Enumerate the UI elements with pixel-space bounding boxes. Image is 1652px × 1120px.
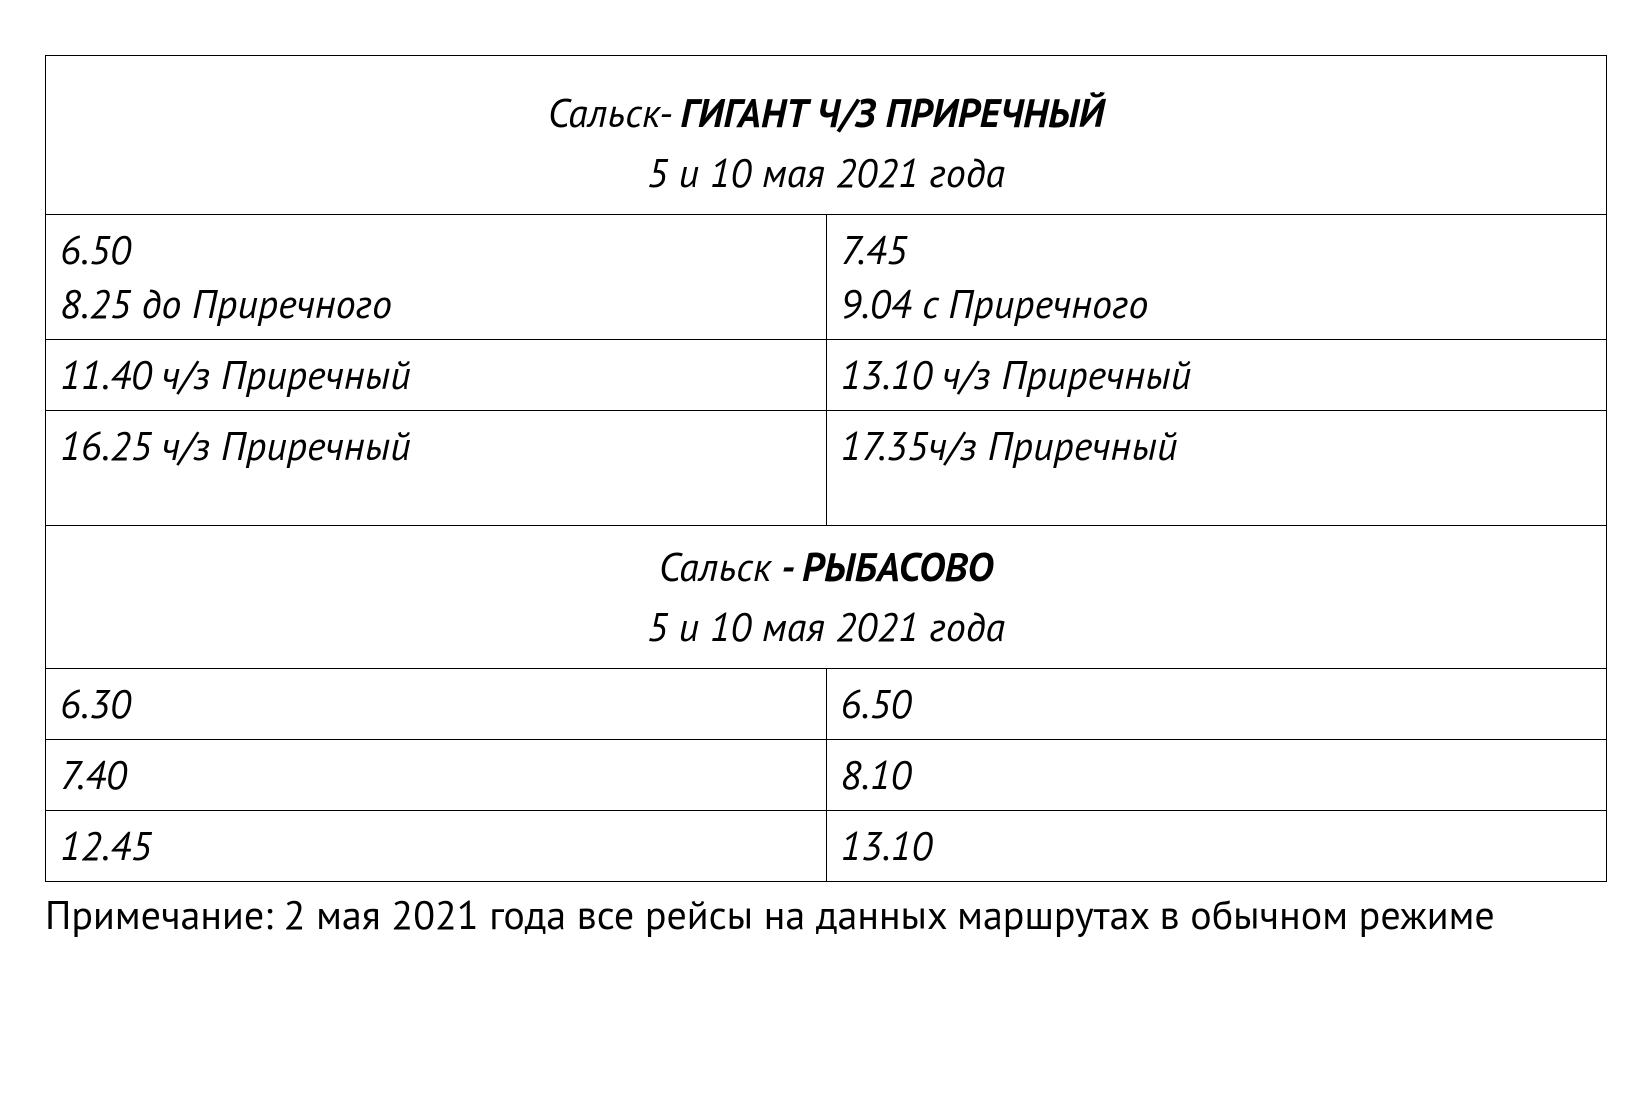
- cell-left: 7.40: [46, 740, 827, 811]
- route-prefix-1: Сальск-: [548, 87, 681, 139]
- section-header-2: Сальск - РЫБАСОВО 5 и 10 мая 2021 года: [46, 526, 1607, 669]
- table-row: 11.40 ч/з Приречный 13.10 ч/з Приречный: [46, 340, 1607, 411]
- route-name-1: ГИГАНТ Ч/З ПРИРЕЧНЫЙ: [680, 87, 1104, 139]
- cell-right: 6.50: [826, 669, 1607, 740]
- cell-left: 16.25 ч/з Приречный: [46, 411, 827, 526]
- table-row: 16.25 ч/з Приречный 17.35ч/з Приречный: [46, 411, 1607, 526]
- cell-right: 13.10: [826, 811, 1607, 882]
- cell-left: 6.50 8.25 до Приречного: [46, 215, 827, 340]
- table-row: 6.30 6.50: [46, 669, 1607, 740]
- footer-note: Примечание: 2 мая 2021 года все рейсы на…: [45, 882, 1607, 942]
- section-header-1: Сальск- ГИГАНТ Ч/З ПРИРЕЧНЫЙ 5 и 10 мая …: [46, 56, 1607, 215]
- cell-left: 6.30: [46, 669, 827, 740]
- table-row: 12.45 13.10: [46, 811, 1607, 882]
- cell-left: 12.45: [46, 811, 827, 882]
- table-row: 6.50 8.25 до Приречного 7.45 9.04 с Прир…: [46, 215, 1607, 340]
- cell-right: 13.10 ч/з Приречный: [826, 340, 1607, 411]
- cell-left: 11.40 ч/з Приречный: [46, 340, 827, 411]
- cell-right: 7.45 9.04 с Приречного: [826, 215, 1607, 340]
- cell-right: 17.35ч/з Приречный: [826, 411, 1607, 526]
- table-row: 7.40 8.10: [46, 740, 1607, 811]
- route-date-2: 5 и 10 мая 2021 года: [60, 600, 1592, 654]
- route-prefix-2: Сальск: [659, 541, 781, 593]
- schedule-table: Сальск- ГИГАНТ Ч/З ПРИРЕЧНЫЙ 5 и 10 мая …: [45, 55, 1607, 882]
- route-name-2: - РЫБАСОВО: [781, 541, 993, 593]
- route-date-1: 5 и 10 мая 2021 года: [60, 146, 1592, 200]
- cell-right: 8.10: [826, 740, 1607, 811]
